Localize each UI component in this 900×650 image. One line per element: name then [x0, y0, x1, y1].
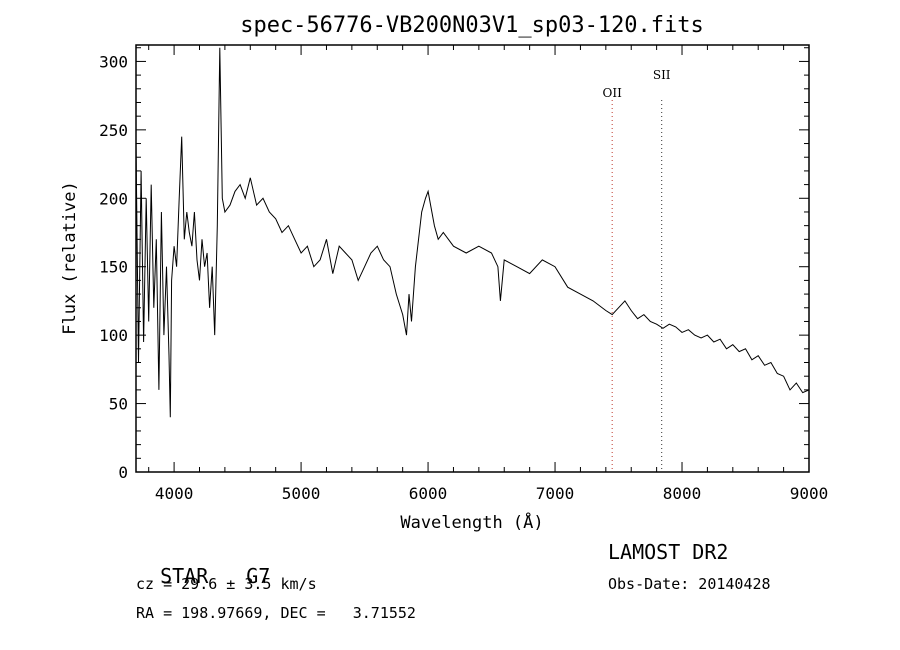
object-class: STAR G7 [136, 540, 270, 588]
redshift-text: cz = 29.6 ± 3.5 km/s [136, 575, 317, 593]
x-tick-label: 6000 [409, 484, 448, 503]
x-tick-label: 8000 [663, 484, 702, 503]
emission-marker-label: OII [603, 86, 623, 100]
survey-label: LAMOST DR2 [608, 540, 729, 564]
y-tick-label: 300 [99, 52, 128, 71]
x-tick-label: 7000 [536, 484, 575, 503]
x-tick-label: 9000 [790, 484, 829, 503]
x-tick-label: 4000 [155, 484, 194, 503]
plot-frame [135, 44, 810, 473]
chart-title: spec-56776-VB200N03V1_sp03-120.fits [240, 13, 704, 38]
y-tick-label: 50 [109, 395, 128, 414]
obs-date-text: Obs-Date: 20140428 [608, 575, 771, 593]
y-tick-label: 150 [99, 258, 128, 277]
y-tick-label: 200 [99, 189, 128, 208]
x-axis-ticks: 4000 5000 6000 7000 8000 9000 [148, 45, 829, 503]
subclass-label: G7 [246, 564, 271, 588]
y-tick-label: 100 [99, 326, 128, 345]
spectrum-line [135, 47, 810, 418]
y-axis-label: Flux (relative) [60, 181, 80, 335]
y-tick-label: 250 [99, 121, 128, 140]
x-tick-label: 5000 [282, 484, 321, 503]
y-axis-ticks: 0 50 100 150 200 250 300 [99, 47, 809, 482]
emission-line-markers: OII SII [603, 68, 671, 472]
emission-marker-label: SII [653, 68, 671, 82]
x-axis-label: Wavelength (Å) [400, 511, 543, 533]
y-tick-label: 0 [118, 463, 128, 482]
class-label: STAR [160, 564, 209, 588]
coords-text: RA = 198.97669, DEC = 3.71552 [136, 604, 416, 622]
